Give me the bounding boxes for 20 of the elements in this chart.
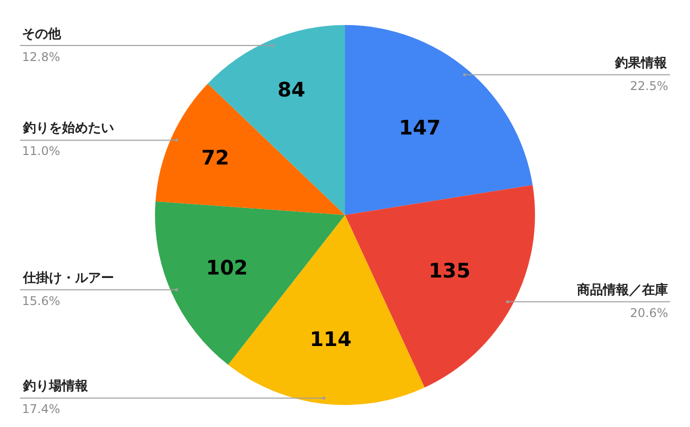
data-label: 114 [310, 327, 352, 352]
data-label: 102 [206, 255, 248, 280]
text: 22.5% [630, 79, 668, 93]
pie-slice [155, 84, 345, 215]
text: 11.0% [22, 144, 60, 158]
data-label: 147 [398, 115, 441, 140]
text: 20.6% [630, 306, 668, 320]
slice-label: その他 [22, 27, 62, 42]
slice-label: 釣果情報 [614, 56, 668, 71]
slice-label: 釣りを始めたい [22, 121, 114, 136]
slice-label: 商品情報／在庫 [576, 282, 668, 298]
text: 15.6% [22, 294, 60, 308]
slice-label: 仕掛け・ルアー [22, 271, 114, 286]
data-label: 84 [278, 78, 306, 102]
slice-label: 釣り場情報 [22, 379, 89, 394]
data-label: 135 [428, 258, 470, 283]
text: 12.8% [22, 50, 60, 64]
pie-slice [345, 25, 533, 215]
data-label: 72 [201, 145, 230, 170]
text: 17.4% [22, 402, 60, 416]
